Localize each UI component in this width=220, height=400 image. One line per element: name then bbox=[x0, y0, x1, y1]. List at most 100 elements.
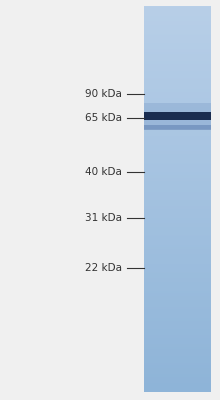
Bar bbox=[144, 331, 211, 333]
Bar bbox=[144, 130, 211, 132]
Bar bbox=[144, 220, 211, 222]
Bar bbox=[144, 188, 211, 190]
Bar bbox=[144, 178, 211, 180]
Bar bbox=[144, 180, 211, 182]
Bar bbox=[144, 172, 211, 173]
Bar bbox=[144, 29, 211, 30]
Bar bbox=[144, 182, 211, 184]
Bar bbox=[144, 36, 211, 38]
Bar bbox=[144, 284, 211, 285]
Bar bbox=[144, 230, 211, 231]
Bar bbox=[144, 356, 211, 357]
Bar bbox=[144, 16, 211, 18]
Bar bbox=[144, 353, 211, 355]
Bar bbox=[144, 13, 211, 15]
Bar bbox=[144, 124, 211, 126]
Bar bbox=[144, 115, 211, 117]
Bar bbox=[144, 253, 211, 254]
Bar bbox=[144, 184, 211, 186]
Bar bbox=[144, 364, 211, 366]
Bar bbox=[144, 367, 211, 369]
Bar bbox=[144, 57, 211, 59]
Bar bbox=[144, 352, 211, 354]
Bar bbox=[144, 260, 211, 262]
Bar bbox=[144, 34, 211, 36]
Bar bbox=[144, 215, 211, 217]
Bar bbox=[144, 197, 211, 199]
Bar bbox=[144, 58, 211, 60]
Bar bbox=[144, 17, 211, 19]
Bar bbox=[144, 90, 211, 92]
Bar bbox=[144, 173, 211, 174]
Bar bbox=[144, 381, 211, 383]
Bar bbox=[144, 170, 211, 172]
Bar bbox=[144, 186, 211, 188]
Bar bbox=[144, 245, 211, 247]
Bar bbox=[144, 20, 211, 22]
Bar bbox=[144, 142, 211, 144]
Bar bbox=[144, 165, 211, 167]
Bar bbox=[144, 125, 211, 127]
Bar bbox=[144, 313, 211, 315]
Bar bbox=[144, 179, 211, 181]
Bar bbox=[144, 18, 211, 20]
Bar bbox=[144, 235, 211, 236]
Bar bbox=[144, 161, 211, 163]
Bar bbox=[144, 177, 211, 178]
Bar bbox=[144, 342, 211, 343]
Bar bbox=[144, 44, 211, 46]
Bar bbox=[144, 162, 211, 164]
Bar bbox=[144, 256, 211, 258]
Bar bbox=[144, 274, 211, 276]
Bar bbox=[144, 249, 211, 250]
Bar bbox=[144, 166, 211, 168]
Bar bbox=[144, 198, 211, 200]
Bar bbox=[144, 286, 211, 288]
Bar bbox=[144, 156, 211, 158]
Bar bbox=[144, 103, 211, 105]
Bar bbox=[144, 53, 211, 55]
Bar bbox=[144, 248, 211, 249]
Bar bbox=[144, 302, 211, 303]
Bar bbox=[144, 282, 211, 284]
Bar bbox=[144, 226, 211, 227]
Bar bbox=[144, 300, 211, 302]
Bar bbox=[144, 298, 211, 299]
Bar bbox=[144, 38, 211, 40]
Bar bbox=[144, 158, 211, 159]
Bar bbox=[144, 271, 211, 272]
Bar bbox=[144, 251, 211, 253]
Bar bbox=[144, 126, 211, 128]
Bar bbox=[144, 129, 211, 131]
Bar bbox=[144, 263, 211, 265]
Bar bbox=[144, 183, 211, 185]
Text: 40 kDa: 40 kDa bbox=[85, 167, 122, 177]
Bar bbox=[144, 176, 211, 177]
Bar bbox=[144, 66, 211, 68]
Bar bbox=[144, 345, 211, 347]
Bar bbox=[144, 15, 211, 16]
Bar bbox=[144, 160, 211, 162]
Bar bbox=[144, 74, 211, 76]
Bar bbox=[144, 332, 211, 334]
Bar bbox=[144, 201, 211, 203]
Bar bbox=[144, 291, 211, 293]
Bar bbox=[144, 213, 211, 214]
Bar bbox=[144, 264, 211, 266]
Bar bbox=[144, 100, 211, 101]
Bar bbox=[144, 136, 211, 137]
Bar bbox=[144, 82, 211, 83]
Bar bbox=[144, 67, 211, 69]
Bar bbox=[144, 289, 211, 290]
Bar bbox=[144, 361, 211, 362]
Bar bbox=[144, 169, 211, 171]
Bar bbox=[144, 318, 211, 320]
Bar bbox=[144, 164, 211, 166]
Bar bbox=[144, 137, 211, 138]
Bar bbox=[144, 348, 211, 350]
Bar bbox=[144, 140, 211, 141]
Bar bbox=[144, 42, 211, 43]
Bar bbox=[144, 101, 211, 102]
Bar bbox=[144, 307, 211, 308]
Bar bbox=[144, 110, 211, 112]
